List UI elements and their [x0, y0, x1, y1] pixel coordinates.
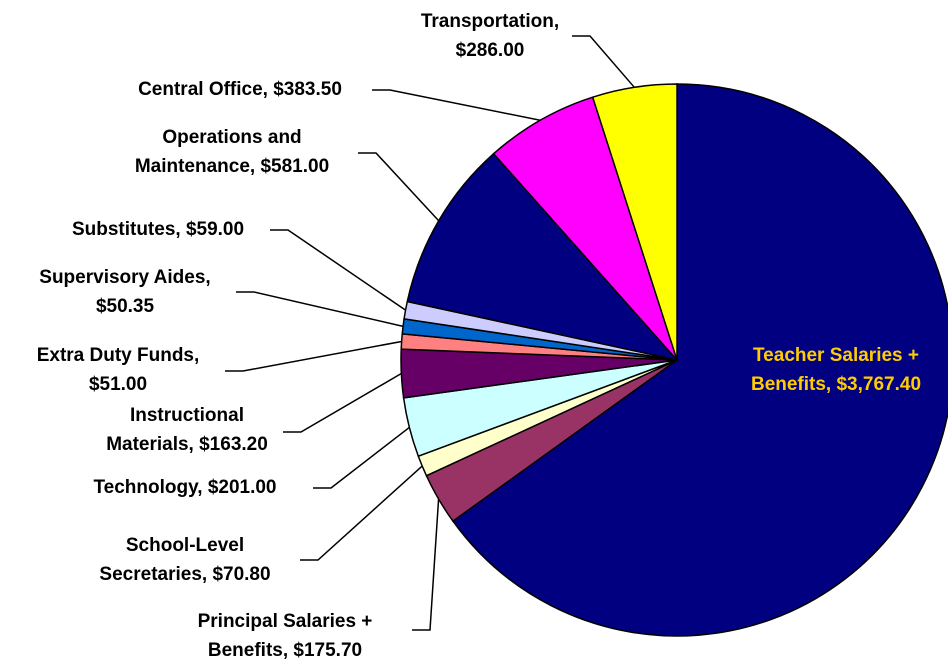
pie-slice	[492, 96, 678, 361]
data-label: $50.35	[96, 296, 155, 317]
leader-line	[358, 152, 440, 222]
data-label: Secretaries, $70.80	[99, 564, 270, 585]
data-label: Extra Duty Funds,	[37, 345, 200, 366]
leader-line	[412, 499, 440, 631]
leader-line	[572, 35, 635, 88]
leader-line	[270, 229, 406, 311]
data-label: Materials, $163.20	[106, 434, 268, 455]
leader-line	[225, 340, 402, 372]
data-label: Technology, $201.00	[93, 477, 276, 498]
leader-line	[372, 89, 541, 122]
leader-line	[313, 426, 410, 489]
data-label: Maintenance, $581.00	[135, 156, 329, 177]
data-label: Transportation,	[421, 11, 559, 32]
pie-slice	[406, 152, 680, 362]
data-label: Benefits, $3,767.40	[751, 374, 921, 395]
data-label: Operations and	[162, 127, 301, 148]
data-label: Instructional	[130, 405, 244, 426]
pie-slice	[451, 83, 948, 637]
leader-line	[236, 291, 404, 328]
data-label: $286.00	[456, 40, 525, 61]
data-label: Principal Salaries +	[198, 611, 373, 632]
data-label: Teacher Salaries +	[753, 345, 919, 366]
data-label: School-Level	[126, 535, 244, 556]
leader-line	[283, 372, 402, 433]
leader-line	[300, 465, 423, 561]
data-label: Central Office, $383.50	[138, 79, 342, 100]
data-label: Benefits, $175.70	[208, 640, 362, 661]
data-label: Substitutes, $59.00	[72, 219, 244, 240]
data-label: $51.00	[89, 374, 147, 395]
data-label: Supervisory Aides,	[39, 267, 210, 288]
pie-slice	[591, 83, 678, 361]
